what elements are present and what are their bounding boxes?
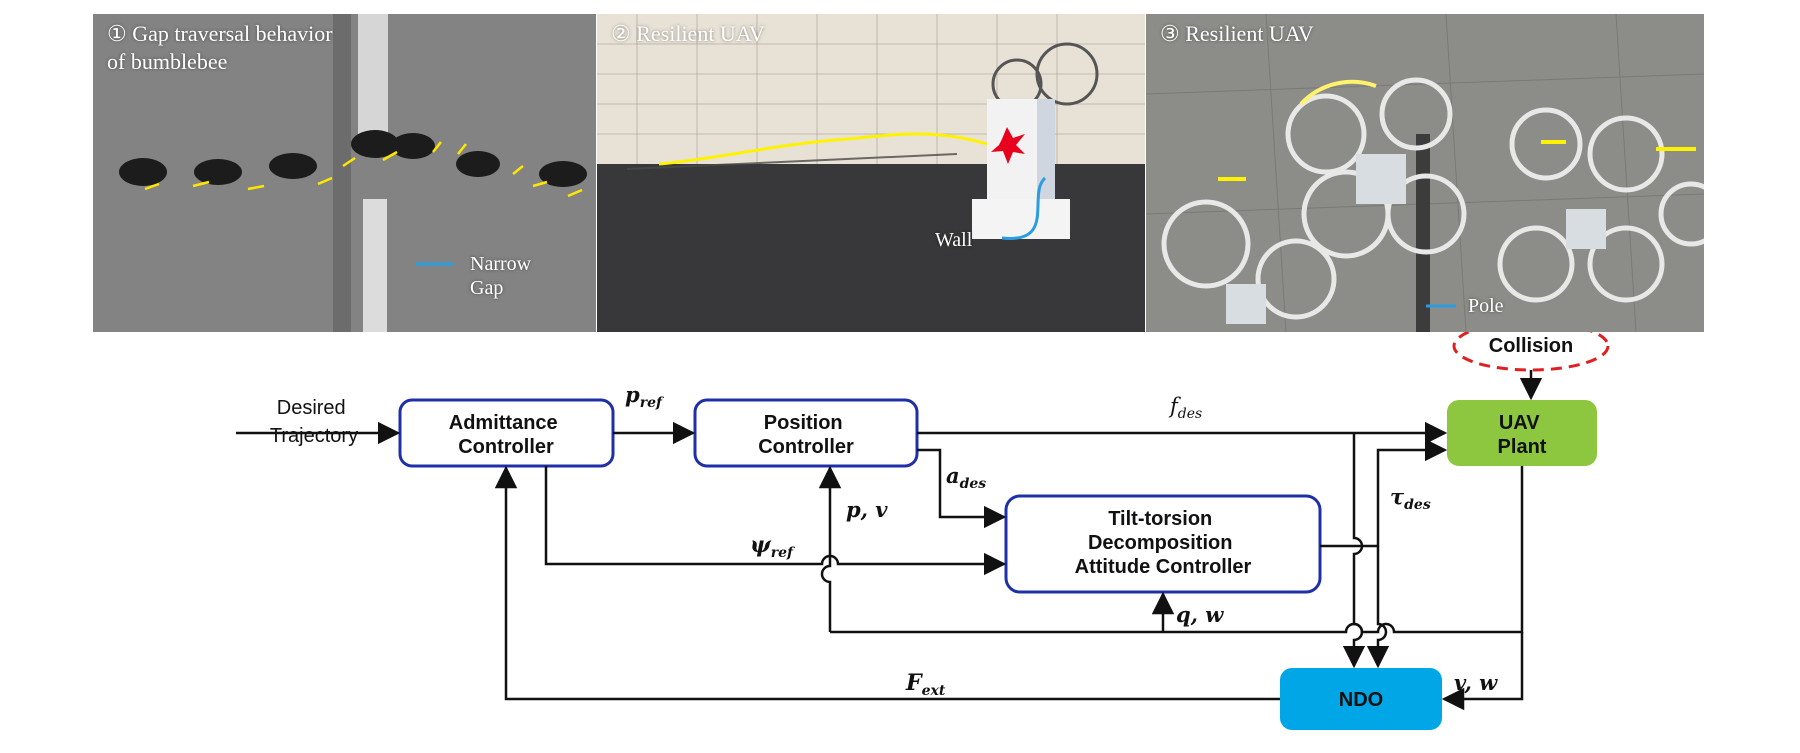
p-ref-label: pref [625, 382, 665, 411]
f-des-label: fdes [1168, 394, 1202, 422]
collision-ellipse [1452, 332, 1610, 372]
attitude-controller-label: Tilt-torsion Decomposition Attitude Cont… [1075, 508, 1252, 578]
uav-plant-block [1447, 400, 1597, 466]
f-ext-arrow [494, 465, 1280, 701]
control-block-diagram: Collision Admittance Controller Position… [236, 332, 1610, 730]
panel-title-pole: ③ Resilient UAV [1160, 21, 1314, 46]
ndo-label: NDO [1339, 689, 1383, 711]
wall-collision-photo [597, 14, 1145, 332]
pv-feedback-arrow [818, 465, 842, 632]
panel-title-bumblebee: ① Gap traversal behavior of bumblebee [107, 21, 333, 74]
f-des-to-ndo-arrow [1342, 433, 1366, 669]
panel-title-wall: ② Resilient UAV [611, 21, 765, 46]
pole-collision-photo [1146, 14, 1704, 332]
psi-ref-label: ψref [750, 532, 796, 561]
tau-des-arrow [1320, 438, 1448, 548]
desired-trajectory-label: Desired Trajectory [270, 397, 358, 447]
state-feedback-line [830, 466, 1524, 634]
collision-label: Collision [1489, 335, 1573, 357]
label-narrow-gap: Narrow Gap [470, 253, 532, 299]
vw-to-ndo-arrow [1441, 632, 1524, 711]
a-des-label: ades [946, 463, 986, 492]
photo-panel-wall: ② Resilient UAV Wall [597, 14, 1145, 332]
uav-plant-label: UAV Plant [1498, 412, 1547, 458]
position-controller-label: Position Controller [758, 412, 854, 458]
photo-panel-pole: ③ Resilient UAV Pole [1146, 14, 1704, 332]
vw-label: v, w [1454, 670, 1498, 695]
bumblebee-photo [93, 14, 596, 332]
photo-panel-bumblebee: ① Gap traversal behavior of bumblebee Na… [93, 14, 596, 332]
label-pole: Pole [1468, 295, 1504, 317]
pv-label: p, v [846, 497, 888, 522]
a-des-arrow [917, 448, 1007, 529]
tau-des-label: τdes [1390, 484, 1431, 513]
ndo-block [1280, 668, 1442, 730]
admittance-controller-label: Admittance Controller [449, 412, 563, 458]
tau-des-to-ndo-arrow [1366, 546, 1390, 669]
f-ext-label: Fext [905, 670, 946, 699]
qw-label: q, w [1176, 602, 1224, 627]
label-wall: Wall [935, 229, 973, 251]
